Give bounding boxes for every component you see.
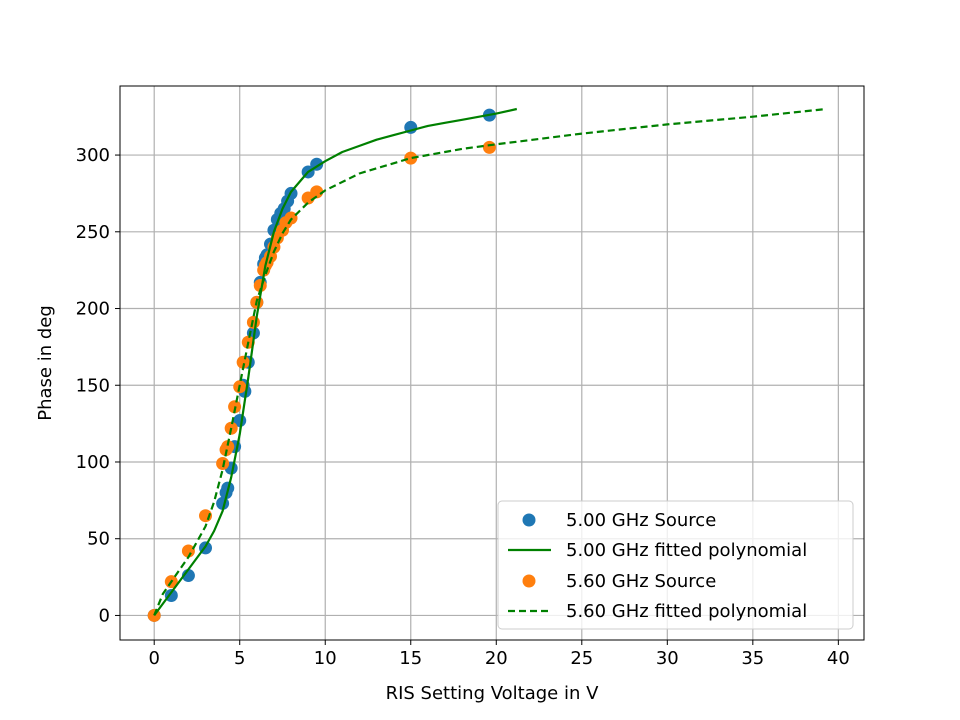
x-tick-label: 35 bbox=[741, 648, 764, 669]
y-tick-label: 100 bbox=[76, 452, 110, 473]
line-5-60-ghz-fitted-polynomial bbox=[153, 107, 827, 616]
x-tick-label: 20 bbox=[485, 648, 508, 669]
y-axis-ticks: 0 50 100 150 200 250 300 bbox=[76, 145, 120, 626]
x-axis-ticks: 0 5 10 15 20 25 30 35 40 bbox=[148, 640, 850, 669]
x-tick-label: 15 bbox=[399, 648, 422, 669]
x-tick-label: 10 bbox=[314, 648, 337, 669]
series-layer bbox=[147, 107, 827, 622]
y-tick-label: 300 bbox=[76, 145, 110, 166]
y-tick-label: 250 bbox=[76, 222, 110, 243]
y-tick-label: 150 bbox=[76, 375, 110, 396]
point-5-60-ghz-source bbox=[221, 440, 235, 454]
legend-label-5-00-ghz-source: 5.00 GHz Source bbox=[566, 510, 716, 531]
legend-marker-5-00-ghz-source bbox=[522, 513, 536, 527]
x-tick-label: 25 bbox=[570, 648, 593, 669]
legend-label-5-60-ghz-fit: 5.60 GHz fitted polynomial bbox=[566, 601, 807, 622]
point-5-00-ghz-source bbox=[164, 588, 178, 602]
plot-frame bbox=[119, 85, 865, 641]
y-tick-label: 200 bbox=[76, 299, 110, 320]
x-tick-label: 30 bbox=[656, 648, 679, 669]
y-tick-label: 0 bbox=[99, 605, 110, 626]
legend-label-5-60-ghz-source: 5.60 GHz Source bbox=[566, 571, 716, 592]
x-tick-label: 0 bbox=[148, 648, 159, 669]
legend-marker-5-60-ghz-source bbox=[522, 574, 536, 588]
x-tick-label: 5 bbox=[234, 648, 245, 669]
point-5-60-ghz-source bbox=[236, 355, 250, 369]
legend-label-5-00-ghz-fit: 5.00 GHz fitted polynomial bbox=[566, 540, 807, 561]
legend-box bbox=[497, 500, 854, 630]
point-5-60-ghz-source bbox=[404, 151, 418, 165]
line-5-00-ghz-fitted-polynomial bbox=[153, 107, 518, 617]
point-5-60-ghz-source bbox=[310, 185, 324, 199]
point-5-60-ghz-source bbox=[216, 457, 230, 471]
x-axis-label: RIS Setting Voltage in V bbox=[386, 683, 600, 704]
y-tick-label: 50 bbox=[87, 529, 110, 550]
y-axis-label: Phase in deg bbox=[35, 305, 56, 421]
point-5-60-ghz-source bbox=[181, 544, 195, 558]
point-5-60-ghz-source bbox=[482, 140, 496, 154]
x-tick-label: 40 bbox=[827, 648, 850, 669]
legend: 5.00 GHz Source 5.00 GHz fitted polynomi… bbox=[497, 500, 854, 630]
